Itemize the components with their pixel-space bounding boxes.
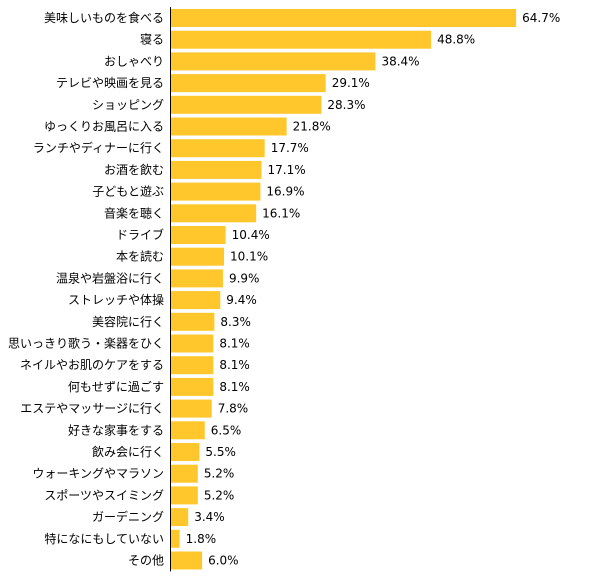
category-label: 美容院に行く <box>92 314 164 329</box>
bar <box>170 529 180 548</box>
category-label: スポーツやスイミング <box>44 488 164 502</box>
value-label: 16.9% <box>266 185 304 199</box>
category-label: おしゃべり <box>104 54 164 68</box>
bar <box>170 421 205 440</box>
bar <box>170 95 322 114</box>
bar <box>170 30 432 49</box>
category-label: 寝る <box>140 32 164 47</box>
bars-layer <box>170 9 517 570</box>
bar <box>170 443 200 461</box>
value-label: 28.3% <box>327 98 365 112</box>
value-label: 64.7% <box>522 11 560 25</box>
category-label: エステやマッサージに行く <box>20 402 164 416</box>
bar <box>170 160 262 179</box>
bar <box>170 399 212 418</box>
category-label: お酒を飲む <box>104 162 164 177</box>
value-label: 38.4% <box>381 54 419 68</box>
value-label: 17.1% <box>267 163 305 177</box>
category-label: 音楽を聴く <box>104 205 164 220</box>
bar <box>170 486 198 505</box>
bar <box>170 117 287 136</box>
category-labels-layer: 美味しいものを食べる寝るおしゃべりテレビや映画を見るショッピングゆっくりお風呂に… <box>8 10 164 568</box>
value-label: 6.0% <box>208 554 239 568</box>
category-label: 何もせずに過ごす <box>68 379 164 394</box>
bar <box>170 508 189 527</box>
bar <box>170 377 214 396</box>
category-label: 飲み会に行く <box>92 444 164 459</box>
bar <box>170 204 257 223</box>
value-label: 5.5% <box>205 445 236 459</box>
value-label: 21.8% <box>293 120 331 134</box>
category-label: ネイルやお肌のケアをする <box>20 358 164 372</box>
bar <box>170 291 221 310</box>
category-label: 温泉や岩盤浴に行く <box>56 270 164 285</box>
value-label: 3.4% <box>194 510 225 524</box>
value-label: 8.3% <box>220 315 251 329</box>
bar <box>170 356 214 375</box>
category-label: ゆっくりお風呂に入る <box>44 120 164 134</box>
category-label: その他 <box>128 554 164 568</box>
bar <box>170 269 223 288</box>
category-label: 子どもと遊ぶ <box>92 184 164 199</box>
category-label: 本を読む <box>116 249 164 264</box>
value-label: 29.1% <box>332 76 370 90</box>
value-label: 9.9% <box>229 271 260 285</box>
category-label: ショッピング <box>92 98 164 112</box>
value-label: 8.1% <box>219 358 250 372</box>
value-label: 17.7% <box>271 141 309 155</box>
bar <box>170 226 226 244</box>
category-label: テレビや映画を見る <box>56 76 164 90</box>
category-label: ランチやディナーに行く <box>33 140 164 155</box>
value-label: 5.2% <box>204 467 235 481</box>
value-label: 48.8% <box>437 33 475 47</box>
bar <box>170 74 326 93</box>
bar <box>170 247 225 266</box>
value-label: 9.4% <box>226 293 256 307</box>
category-label: 思いっきり歌う・楽器をひく <box>8 336 164 351</box>
category-label: ドライブ <box>116 227 164 242</box>
value-label: 8.1% <box>219 380 250 394</box>
value-label: 8.1% <box>219 337 250 351</box>
bar <box>170 182 261 201</box>
value-label: 10.4% <box>232 228 270 242</box>
bar <box>170 312 215 331</box>
value-label: 5.2% <box>204 488 235 502</box>
bar <box>170 52 376 71</box>
value-label: 16.1% <box>262 206 300 220</box>
bar <box>170 139 265 158</box>
category-label: ガーデニング <box>92 509 164 524</box>
value-labels-layer: 64.7% 48.8% 38.4% 29.1% 28.3% 21.8% 17.7% 17.1%… <box>186 11 561 568</box>
category-label: ウォーキングやマラソン <box>32 467 164 481</box>
bar <box>170 551 203 570</box>
value-label: 1.8% <box>186 532 217 546</box>
category-label: 好きな家事をする <box>68 422 164 437</box>
category-label: 特になにもしていない <box>44 531 164 546</box>
value-label: 6.5% <box>211 423 242 437</box>
category-label: ストレッチや体操 <box>68 292 164 307</box>
value-label: 7.8% <box>218 402 249 416</box>
bar <box>170 334 214 353</box>
category-label: 美味しいものを食べる <box>44 10 164 25</box>
bar <box>170 9 517 27</box>
value-label: 10.1% <box>230 250 268 264</box>
bar <box>170 464 198 483</box>
